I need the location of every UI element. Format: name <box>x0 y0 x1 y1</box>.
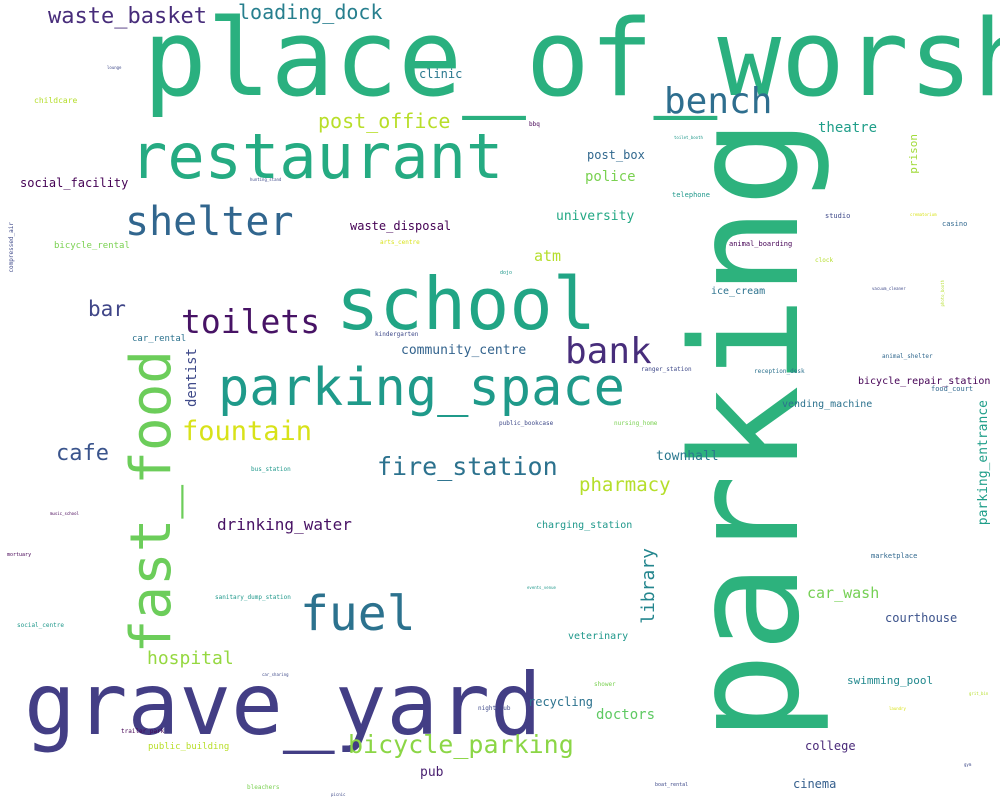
word-boat-rental: boat_rental <box>655 782 689 788</box>
word-police: police <box>585 169 636 185</box>
word-fast-food: fast_food <box>119 350 184 654</box>
word-bank: bank <box>565 331 652 372</box>
word-post-box: post_box <box>587 148 645 162</box>
word-bicycle-repair-station: bicycle_repair_station <box>858 376 991 387</box>
word-sanitary-dump-station: sanitary_dump_station <box>215 594 291 601</box>
word-theatre: theatre <box>818 120 878 136</box>
word-dentist: dentist <box>184 348 200 408</box>
word-gym: gym <box>964 762 972 767</box>
word-car-sharing: car_sharing <box>262 672 289 677</box>
word-waste-basket: waste_basket <box>48 4 207 29</box>
word-restaurant: restaurant <box>130 120 504 193</box>
word-telephone: telephone <box>672 191 710 199</box>
word-post-office: post_office <box>318 109 451 133</box>
word-kindergarten: kindergarten <box>375 331 419 338</box>
word-bench: bench <box>664 81 773 122</box>
word-cinema: cinema <box>793 777 837 791</box>
word-food-court: food_court <box>931 385 974 393</box>
word-pub: pub <box>420 765 444 780</box>
word-picnic: picnic <box>331 792 346 797</box>
word-casino: casino <box>942 220 968 228</box>
word-nursing-home: nursing_home <box>614 420 658 427</box>
word-community-centre: community_centre <box>401 343 527 358</box>
word-trailer-park: trailer_park <box>121 728 165 735</box>
word-ice-cream: ice_cream <box>711 286 766 297</box>
word-swimming-pool: swimming_pool <box>847 674 934 687</box>
word-photo-booth: photo_booth <box>940 280 945 307</box>
word-laundry: laundry <box>889 706 906 711</box>
word-prison: prison <box>907 134 920 174</box>
word-ranger-station: ranger_station <box>641 366 692 373</box>
word-crematorium: crematorium <box>910 212 937 217</box>
word-events-venue: events_venue <box>527 585 556 590</box>
word-vending-machine: vending_machine <box>782 399 873 410</box>
word-doctors: doctors <box>596 707 656 723</box>
word-drinking-water: drinking_water <box>217 515 352 534</box>
word-social-centre: social_centre <box>17 622 64 629</box>
word-public-bookcase: public_bookcase <box>499 420 554 427</box>
word-animal-shelter: animal_shelter <box>882 353 933 360</box>
word-grave-yard: grave_yard <box>24 655 542 755</box>
word-toilet-booth: toilet_booth <box>674 135 703 140</box>
word-courthouse: courthouse <box>885 611 958 625</box>
word-bicycle-parking: bicycle_parking <box>348 730 574 759</box>
word-college: college <box>805 739 856 753</box>
word-nightclub: nightclub <box>478 705 511 712</box>
word-cafe: cafe <box>56 441 109 466</box>
word-hunting-stand: hunting_stand <box>250 177 282 182</box>
word-animal-boarding: animal_boarding <box>729 240 793 248</box>
word-parking: parking <box>660 118 832 742</box>
word-place-of-worship: place_of_worship <box>143 0 1000 120</box>
word-atm: atm <box>534 247 562 265</box>
word-shower: shower <box>594 681 616 688</box>
word-dojo: dojo <box>500 270 513 276</box>
word-bar: bar <box>88 297 126 321</box>
word-library: library <box>638 548 659 624</box>
word-vacuum-cleaner: vacuum_cleaner <box>872 286 906 291</box>
word-clinic: clinic <box>419 67 463 81</box>
word-fire-station: fire_station <box>377 452 558 481</box>
word-grit-bin: grit_bin <box>969 691 989 696</box>
word-bbq: bbq <box>529 121 540 128</box>
word-university: university <box>556 209 635 224</box>
word-pharmacy: pharmacy <box>579 474 671 496</box>
word-shelter: shelter <box>125 199 294 245</box>
word-childcare: childcare <box>34 96 78 105</box>
word-compressed-air: compressed_air <box>8 222 15 273</box>
word-bus-station: bus_station <box>251 466 291 473</box>
word-bleachers: bleachers <box>247 784 280 791</box>
word-recycling: recycling <box>528 695 594 709</box>
word-fuel: fuel <box>300 586 416 642</box>
word-parking-entrance: parking_entrance <box>976 400 991 526</box>
word-bicycle-rental: bicycle_rental <box>54 241 130 251</box>
word-fountain: fountain <box>182 416 313 447</box>
word-public-building: public_building <box>148 742 230 752</box>
word-clock: clock <box>815 257 834 264</box>
word-mortuary: mortuary <box>7 552 32 558</box>
word-music-school: music_school <box>50 511 79 516</box>
word-marketplace: marketplace <box>871 552 918 560</box>
word-hospital: hospital <box>147 648 234 669</box>
word-parking-space: parking_space <box>218 358 625 418</box>
word-loading-dock: loading_dock <box>238 0 383 24</box>
word-studio: studio <box>825 212 851 220</box>
word-reception-desk: reception_desk <box>754 368 805 375</box>
word-charging-station: charging_station <box>536 520 633 531</box>
word-arts-centre: arts_centre <box>380 239 420 246</box>
word-lounge: lounge <box>107 65 122 70</box>
word-car-wash: car_wash <box>807 584 880 602</box>
word-toilets: toilets <box>181 302 321 341</box>
word-waste-disposal: waste_disposal <box>350 219 452 233</box>
word-veterinary: veterinary <box>568 631 629 642</box>
word-car-rental: car_rental <box>132 334 187 344</box>
word-school: school <box>336 262 597 346</box>
word-social-facility: social_facility <box>20 176 129 190</box>
word-townhall: townhall <box>656 449 719 464</box>
